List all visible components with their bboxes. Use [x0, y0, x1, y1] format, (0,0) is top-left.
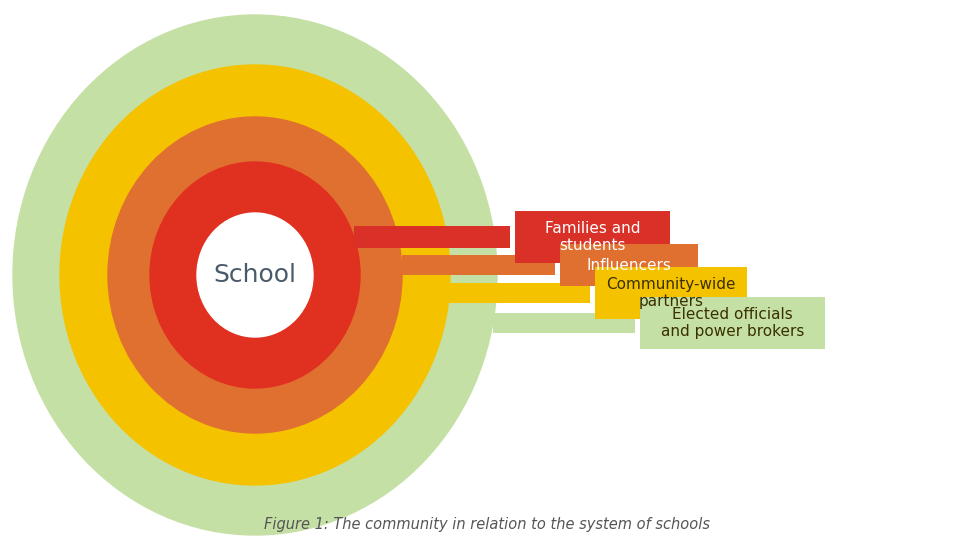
- Bar: [640, 297, 825, 349]
- Bar: [401, 255, 555, 275]
- Ellipse shape: [13, 15, 497, 535]
- Ellipse shape: [60, 65, 450, 485]
- Text: Community-wide
partners: Community-wide partners: [606, 277, 735, 309]
- Bar: [493, 313, 635, 333]
- Text: Influencers: Influencers: [586, 257, 671, 272]
- Ellipse shape: [108, 117, 402, 433]
- Bar: [515, 211, 670, 263]
- Ellipse shape: [197, 213, 313, 337]
- Bar: [354, 226, 510, 248]
- Text: Elected officials
and power brokers: Elected officials and power brokers: [660, 307, 805, 339]
- Bar: [560, 244, 698, 286]
- Ellipse shape: [150, 162, 360, 388]
- Text: School: School: [213, 263, 296, 287]
- Bar: [595, 267, 747, 319]
- Text: Figure 1: The community in relation to the system of schools: Figure 1: The community in relation to t…: [264, 517, 710, 532]
- Text: Families and
students: Families and students: [544, 221, 640, 253]
- Bar: [449, 283, 590, 303]
